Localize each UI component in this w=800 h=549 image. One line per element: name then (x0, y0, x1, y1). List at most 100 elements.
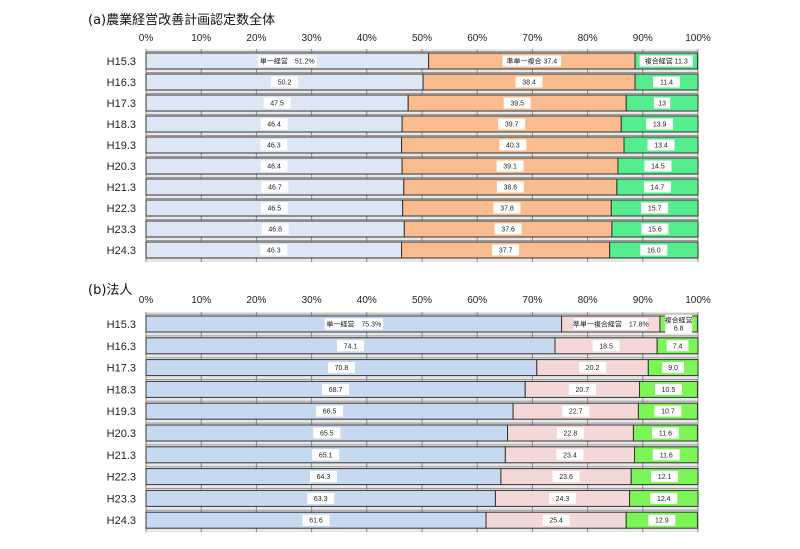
x-tick-label: 0% (139, 33, 154, 44)
data-label-box (307, 492, 335, 504)
data-label: 64.3 (317, 474, 331, 481)
category-label: H21.3 (107, 182, 136, 194)
data-label: 46.7 (268, 185, 282, 192)
data-label-box (309, 471, 337, 483)
data-label: 23.6 (559, 474, 573, 481)
data-label: 46.8 (268, 227, 282, 234)
data-label-box (496, 181, 524, 193)
data-label-box (653, 97, 671, 109)
category-label: H16.3 (107, 77, 136, 89)
data-label-box (556, 427, 584, 439)
data-label: 39.7 (505, 122, 519, 129)
data-label-box (643, 181, 671, 193)
x-tick-label: 80% (578, 33, 598, 44)
data-label: 9.0 (668, 365, 678, 372)
category-label: H22.3 (107, 203, 136, 215)
category-label: H19.3 (107, 406, 136, 418)
category-label: H18.3 (107, 384, 136, 396)
data-label: 25.4 (549, 518, 563, 525)
data-label-box (641, 223, 669, 235)
data-label-box (639, 55, 693, 67)
data-label: 単一経営 75.3% (326, 320, 381, 329)
x-tick-label: 100% (685, 295, 711, 306)
data-label-box (258, 55, 317, 67)
data-label-box (260, 160, 288, 172)
data-label: 46.4 (267, 122, 281, 129)
data-label-box (562, 405, 590, 417)
category-label: H16.3 (107, 341, 136, 353)
category-label: H20.3 (107, 428, 136, 440)
x-tick-label: 40% (357, 33, 377, 44)
data-label: 37.7 (499, 248, 513, 255)
chart-b-title: (b)法人 (88, 283, 133, 298)
data-label: 23.4 (563, 452, 577, 459)
data-label: 13.4 (654, 143, 668, 150)
data-label: 46.3 (267, 143, 281, 150)
data-label-box (260, 202, 288, 214)
data-label-box (498, 118, 526, 130)
data-label-box (260, 139, 288, 151)
x-tick-label: 10% (191, 33, 211, 44)
category-label: H23.3 (107, 224, 136, 236)
data-label: 12.9 (655, 518, 669, 525)
data-label-box (503, 97, 531, 109)
data-label-box (665, 314, 693, 334)
data-label: 63.3 (314, 496, 328, 503)
data-label-box (313, 427, 341, 439)
data-label: 22.7 (569, 409, 583, 416)
data-label-box (662, 362, 685, 374)
data-label: 66.5 (323, 409, 337, 416)
data-label: 46.3 (267, 248, 281, 255)
data-label: 15.6 (648, 227, 662, 234)
data-label: 46.5 (268, 206, 282, 213)
data-label-box (271, 76, 299, 88)
data-label: 11.6 (660, 452, 673, 459)
data-label-box (640, 244, 668, 256)
data-label: 12.1 (658, 474, 672, 481)
data-label: 10.5 (662, 387, 676, 394)
data-label-box (652, 449, 680, 461)
data-label-box (260, 244, 288, 256)
x-tick-label: 90% (633, 295, 653, 306)
category-label: H23.3 (107, 493, 136, 505)
data-label: 61.6 (309, 518, 323, 525)
data-label-box (261, 181, 289, 193)
category-label: H19.3 (107, 140, 136, 152)
data-label-box (646, 118, 674, 130)
data-label-box (552, 471, 580, 483)
data-label: 20.7 (576, 387, 590, 394)
x-tick-label: 60% (467, 295, 487, 306)
data-label: 準単一複合 37.4 (507, 57, 558, 66)
data-label: 74.1 (344, 343, 358, 350)
data-label: 22.8 (564, 431, 578, 438)
category-label: H17.3 (107, 98, 136, 110)
data-label-box (261, 223, 289, 235)
data-label: 39.1 (503, 164, 517, 171)
data-label: 13.9 (653, 122, 667, 129)
data-label-box (302, 514, 330, 526)
x-tick-label: 20% (246, 33, 266, 44)
data-label: 16.0 (647, 248, 661, 255)
data-label: 15.7 (648, 206, 662, 213)
data-label-box (494, 223, 522, 235)
data-label: 13 (658, 101, 666, 108)
data-label-box (592, 340, 620, 352)
category-label: H17.3 (107, 363, 136, 375)
data-label: 単一経営 51.2% (260, 57, 315, 66)
data-label-box (499, 139, 527, 151)
x-tick-label: 80% (578, 295, 598, 306)
data-label: 準単一複合経営 17.8% (573, 320, 649, 329)
category-label: H15.3 (107, 56, 136, 68)
data-label-box (337, 340, 365, 352)
data-label: 24.3 (556, 496, 570, 503)
x-tick-label: 0% (139, 295, 154, 306)
data-label-box (263, 97, 291, 109)
data-label-box (316, 405, 344, 417)
x-tick-label: 70% (522, 295, 542, 306)
x-tick-label: 60% (467, 33, 487, 44)
data-label-box (653, 76, 681, 88)
data-label-box (650, 492, 678, 504)
data-label-box (648, 514, 676, 526)
data-label: 65.5 (320, 431, 334, 438)
category-label: H24.3 (107, 245, 136, 257)
